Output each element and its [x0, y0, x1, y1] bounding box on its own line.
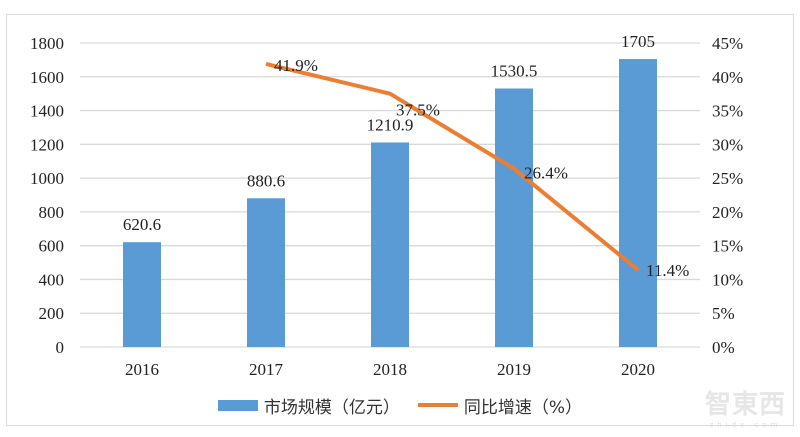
- x-axis-tick-label: 2016: [125, 360, 159, 379]
- x-axis-ticks: 2016 2017 2018 2019 2020: [125, 360, 655, 379]
- right-axis-tick-label: 25%: [712, 169, 743, 188]
- right-axis-tick-label: 10%: [712, 270, 743, 289]
- legend-label-market-size: 市场规模（亿元）: [263, 397, 400, 418]
- right-axis-tick-label: 15%: [712, 237, 743, 256]
- legend-item-market-size: 市场规模（亿元）: [217, 393, 400, 418]
- left-axis-tick-label: 800: [39, 203, 65, 222]
- watermark-subtext: zhidx.com: [709, 421, 782, 429]
- right-axis-tick-label: 20%: [712, 203, 743, 222]
- bar-value-label: 1705: [621, 32, 655, 51]
- line-value-label: 41.9%: [274, 56, 318, 75]
- right-axis-ticks: 0% 5% 10% 15% 20% 25% 30% 35% 40% 45%: [712, 34, 743, 357]
- left-axis-ticks: 0 200 400 600 800 1000 1200 1400 1600 1800: [30, 34, 64, 357]
- left-axis-tick-label: 0: [56, 338, 65, 357]
- bar-swatch-icon: [217, 399, 258, 411]
- x-axis-tick-label: 2020: [621, 360, 655, 379]
- left-axis-tick-label: 600: [39, 237, 65, 256]
- bar-2017: [247, 198, 285, 347]
- line-value-label: 37.5%: [396, 101, 440, 120]
- bar-value-label: 880.6: [247, 171, 285, 190]
- x-axis-tick-label: 2017: [249, 360, 284, 379]
- right-axis-tick-label: 5%: [712, 304, 735, 323]
- growth-line: [265, 61, 640, 272]
- watermark-logo: 智東西 zhidx.com: [705, 384, 786, 429]
- bar-2018: [371, 142, 409, 347]
- gridlines: [80, 42, 700, 348]
- left-axis-tick-label: 1200: [30, 135, 64, 154]
- right-axis-tick-label: 40%: [712, 68, 743, 87]
- right-axis-tick-label: 0%: [712, 338, 735, 357]
- bar-2016: [123, 242, 161, 347]
- left-axis-tick-label: 1000: [30, 169, 64, 188]
- left-axis-tick-label: 1400: [30, 102, 64, 121]
- bar-series-market-size: [123, 59, 657, 348]
- left-axis-tick-label: 1600: [30, 68, 64, 87]
- line-value-label: 26.4%: [524, 164, 568, 183]
- bar-value-label: 620.6: [123, 215, 161, 234]
- bar-2020: [619, 59, 657, 348]
- legend: 市场规模（亿元） 同比增速（%）: [0, 392, 800, 418]
- left-axis-tick-label: 200: [39, 304, 65, 323]
- left-axis-tick-label: 1800: [30, 34, 64, 53]
- right-axis-tick-label: 35%: [712, 102, 743, 121]
- line-value-label: 11.4%: [646, 261, 689, 280]
- watermark-text: 智東西: [704, 390, 786, 420]
- line-swatch-icon: [417, 403, 458, 407]
- line-series-yoy-growth: [265, 61, 640, 272]
- left-axis-tick-label: 400: [39, 270, 65, 289]
- bar-value-label: 1210.9: [367, 115, 414, 134]
- x-axis-tick-label: 2018: [373, 360, 407, 379]
- bar-value-label: 1530.5: [491, 62, 538, 81]
- right-axis-tick-label: 30%: [712, 135, 743, 154]
- legend-item-yoy-growth: 同比增速（%）: [417, 393, 583, 418]
- x-axis-tick-label: 2019: [497, 360, 531, 379]
- legend-label-yoy-growth: 同比增速（%）: [463, 397, 583, 418]
- bar-2019: [495, 88, 533, 347]
- right-axis-tick-label: 45%: [712, 34, 743, 53]
- data-labels: 620.6 880.6 1210.9 1530.5 1705 41.9% 37.5% 26.4…: [123, 32, 689, 280]
